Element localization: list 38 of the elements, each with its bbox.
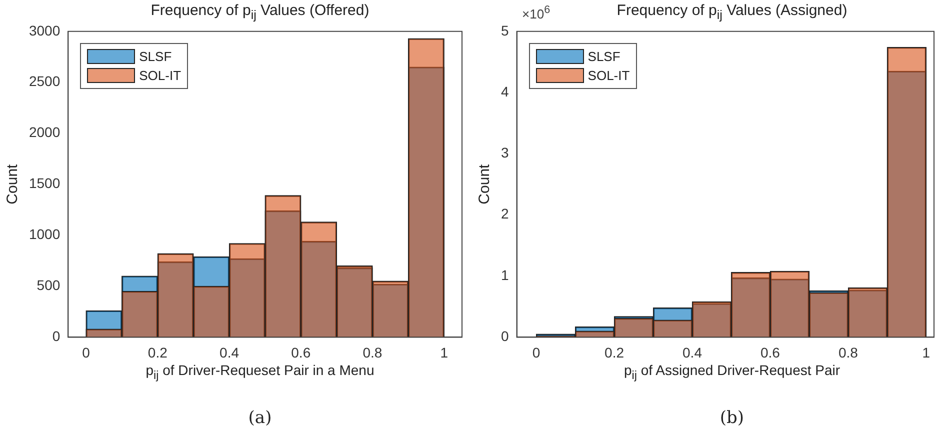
x-axis-title: p$_{ij}$ of Driver-Requeset Pair in a Menu: [144, 362, 376, 382]
x-tick-label: 0.4: [220, 344, 240, 360]
text: (b): [718, 408, 746, 428]
legend-label: SLSF: [588, 49, 620, 64]
legend-label: SLSF: [139, 49, 172, 64]
y-axis-title: Count: [476, 163, 494, 204]
x-tick-label: 0.6: [760, 344, 780, 360]
y-tick-label: 5: [500, 22, 509, 38]
x-tick-label: 1: [922, 344, 930, 360]
x-tick-label: 0.6: [291, 344, 311, 360]
chart-title: Frequency of p$_{ij}$ Values (Assigned): [616, 2, 848, 22]
y-tick-label: 0: [52, 328, 60, 344]
y-tick-label: 2000: [28, 124, 60, 140]
x-tick-label: 0.8: [362, 344, 382, 360]
x-tick-label: 0: [532, 344, 540, 360]
y-tick-label: 1: [500, 266, 509, 283]
chart-title: Frequency of p$_{ij}$ Values (Offered): [150, 2, 370, 22]
x-tick-label: 0: [82, 344, 90, 360]
y-tick-label: 1500: [28, 175, 60, 192]
legend-label: SOL-IT: [588, 68, 630, 84]
y-tick-label: 4: [500, 83, 509, 100]
text: ×10$^{6}$: [522, 4, 550, 22]
x-tick-label: 1: [440, 344, 448, 360]
y-tick-label: 2: [500, 206, 509, 222]
x-axis-title: p$_{ij}$ of Assigned Driver-Request Pair: [622, 362, 842, 382]
text: (a): [247, 408, 273, 428]
y-tick-label: 1000: [28, 226, 60, 242]
x-tick-label: 0.2: [148, 344, 168, 360]
y-tick-label: 3: [500, 144, 509, 161]
x-tick-label: 0.4: [682, 344, 702, 360]
legend-label: SOL-IT: [139, 68, 182, 84]
y-tick-label: 2500: [28, 73, 60, 90]
x-tick-label: 0.2: [604, 344, 624, 360]
y-tick-label: 3000: [28, 22, 60, 38]
y-axis-title: Count: [4, 163, 22, 204]
y-tick-label: 500: [36, 277, 60, 294]
x-tick-label: 0.8: [838, 344, 858, 360]
y-tick-label: 0: [500, 328, 509, 344]
